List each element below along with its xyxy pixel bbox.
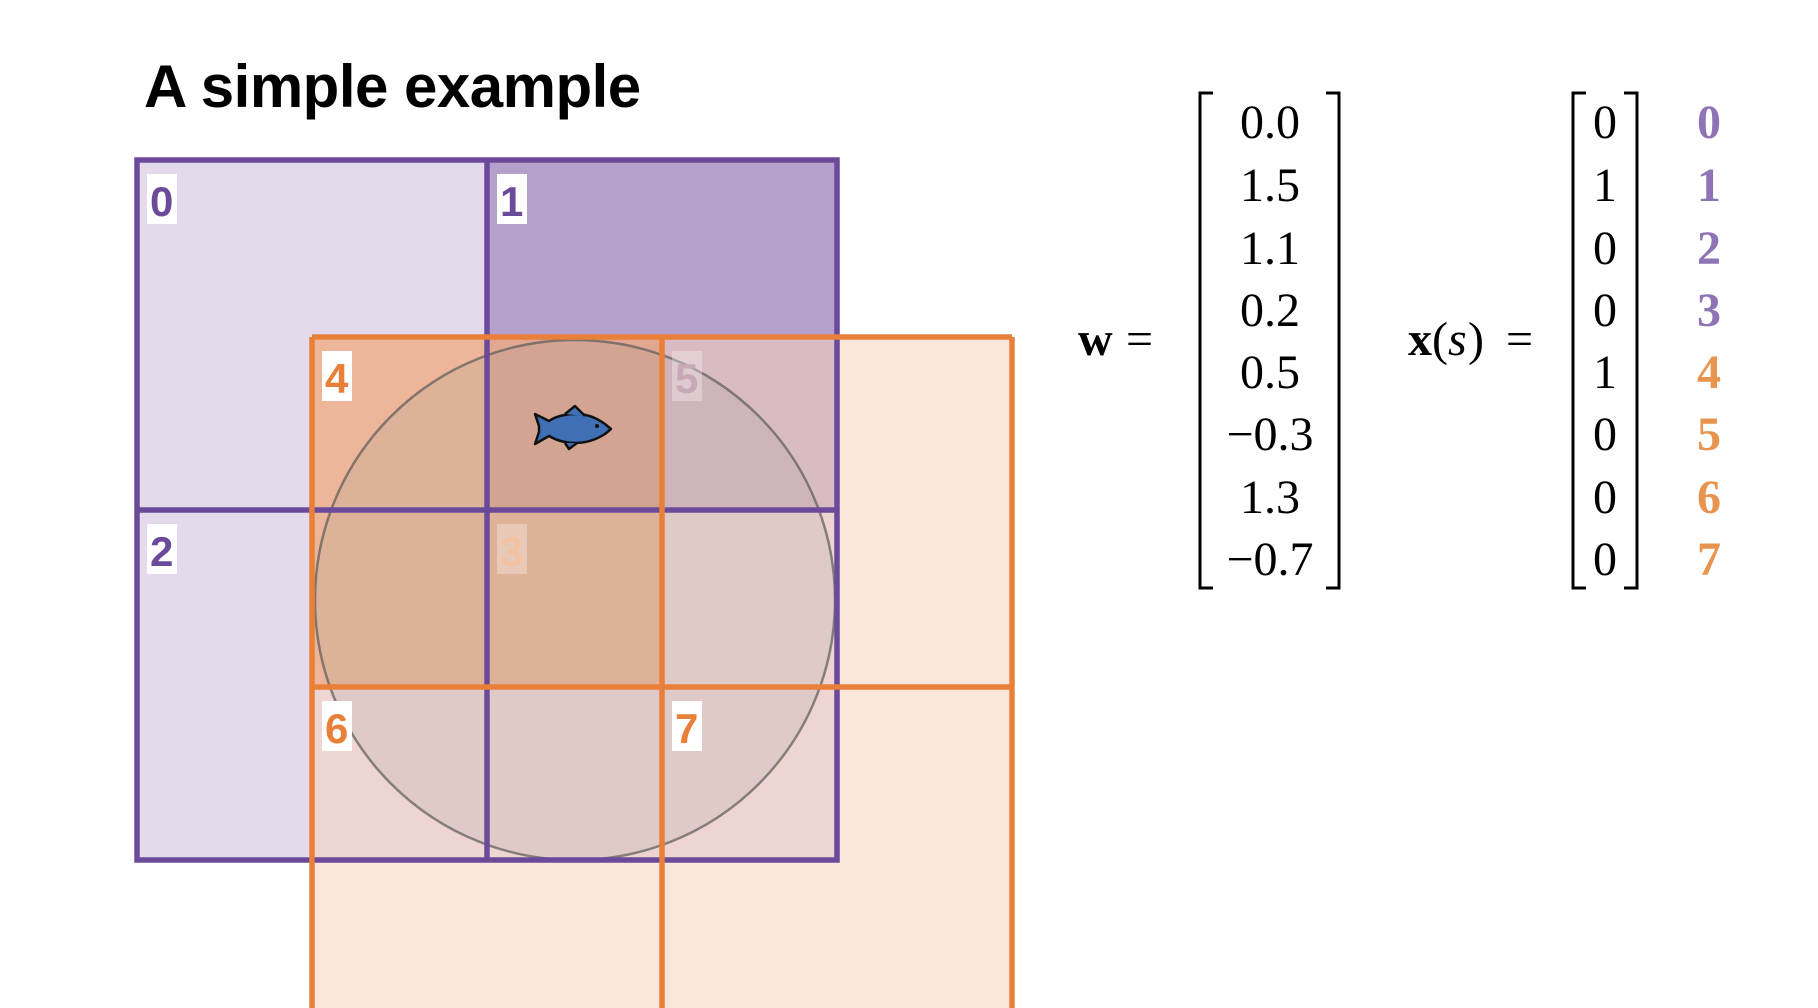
- feature-index: 6: [1697, 471, 1721, 524]
- weight-bracket-left: [1198, 91, 1213, 590]
- weight-bracket-right: [1326, 91, 1341, 590]
- feature-value: 0: [1593, 408, 1617, 461]
- feature-value: 1: [1593, 346, 1617, 399]
- weight-value: −0.3: [1226, 408, 1313, 461]
- feature-equals: =: [1506, 313, 1533, 366]
- weight-value: 1.5: [1240, 159, 1300, 212]
- feature-index: 4: [1697, 346, 1721, 399]
- weight-value: 1.3: [1240, 471, 1300, 524]
- weight-value: 0.2: [1240, 284, 1300, 337]
- weight-value: 0.0: [1240, 96, 1300, 149]
- tile-label-3: 3: [500, 528, 523, 575]
- feature-paren-open: (: [1432, 313, 1448, 366]
- tile-label-6: 6: [325, 705, 348, 752]
- tile-label-2: 2: [150, 528, 173, 575]
- tile-label-5: 5: [675, 355, 698, 402]
- feature-indices: 0 1 2 3 4 5 6 7: [1697, 96, 1721, 586]
- feature-value: 0: [1593, 471, 1617, 524]
- weight-label: w: [1078, 313, 1113, 366]
- feature-label-x: x: [1408, 313, 1432, 366]
- purple-grid-lines: [134, 157, 840, 863]
- tile-label-1: 1: [500, 178, 523, 225]
- feature-index: 5: [1697, 408, 1721, 461]
- fish-icon: [533, 404, 613, 451]
- tile-label-4: 4: [325, 355, 349, 402]
- feature-index: 1: [1697, 159, 1721, 212]
- weight-values: 0.0 1.5 1.1 0.2 0.5 −0.3 1.3 −0.7: [1226, 96, 1313, 586]
- tile-label-0: 0: [150, 178, 173, 225]
- feature-index: 7: [1697, 533, 1721, 586]
- feature-bracket-left: [1571, 91, 1586, 590]
- feature-value: 0: [1593, 533, 1617, 586]
- feature-vector: x ( s ) = 0 1 0 0 1 0 0 0 0 1 2 3 4 5 6 …: [1408, 91, 1721, 590]
- weight-value: 0.5: [1240, 346, 1300, 399]
- feature-values: 0 1 0 0 1 0 0 0: [1593, 96, 1617, 586]
- feature-label-s: s: [1448, 313, 1467, 366]
- feature-index: 2: [1697, 222, 1721, 275]
- weight-equals: =: [1126, 313, 1153, 366]
- weight-value: 1.1: [1240, 222, 1300, 275]
- page-title: A simple example: [144, 53, 641, 120]
- feature-index: 0: [1697, 96, 1721, 149]
- feature-value: 0: [1593, 284, 1617, 337]
- feature-value: 1: [1593, 159, 1617, 212]
- orange-grid-lines: [309, 334, 1015, 1008]
- tile-label-7: 7: [675, 705, 698, 752]
- feature-index: 3: [1697, 284, 1721, 337]
- feature-bracket-right: [1624, 91, 1639, 590]
- feature-value: 0: [1593, 96, 1617, 149]
- tile-labels: 0 1 2 3 4 5 6 7: [147, 174, 702, 752]
- weight-value: −0.7: [1226, 533, 1313, 586]
- weight-vector: w = 0.0 1.5 1.1 0.2 0.5 −0.3 1.3 −0.7: [1078, 91, 1341, 590]
- feature-paren-close: ): [1468, 313, 1484, 366]
- feature-value: 0: [1593, 222, 1617, 275]
